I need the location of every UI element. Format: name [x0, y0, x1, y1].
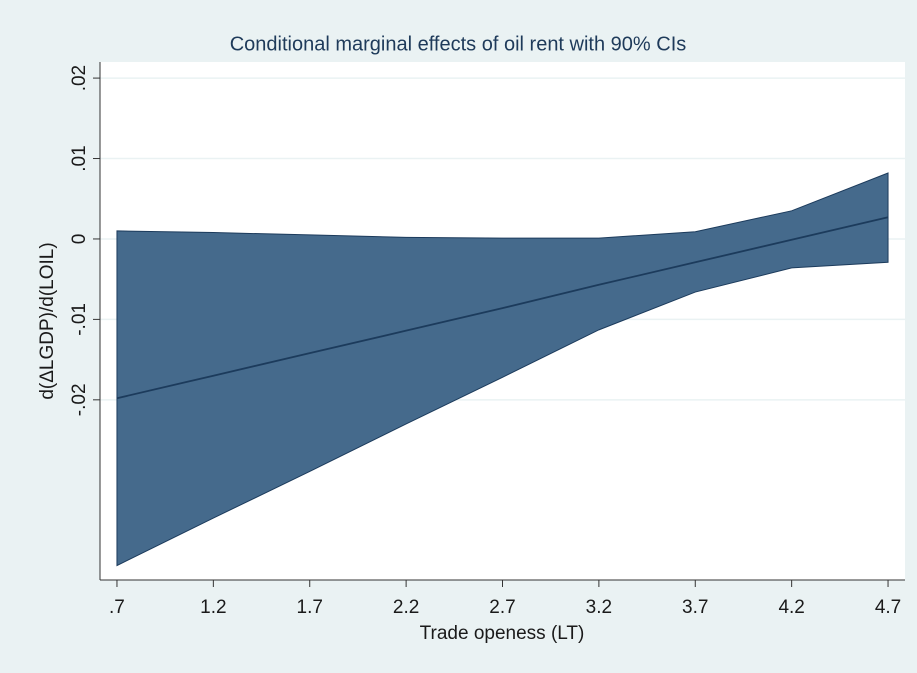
effect-line: [116, 216, 889, 400]
y-axis-label: d(ΔLGDP)/d(LOIL): [37, 242, 58, 399]
x-tick-label: 2.7: [489, 597, 515, 618]
ci-band: [116, 172, 889, 567]
x-tick-label: 4.7: [875, 597, 901, 618]
x-tick-label: 3.2: [586, 597, 612, 618]
x-tick-label: 2.2: [393, 597, 419, 618]
x-tick-label: 1.2: [200, 597, 226, 618]
x-tick-label: .7: [109, 597, 125, 618]
x-tick-label: 1.7: [297, 597, 323, 618]
y-tick-label: .02: [69, 65, 90, 91]
y-tick-label: -.01: [69, 303, 90, 336]
chart-title: Conditional marginal effects of oil rent…: [230, 33, 687, 55]
x-tick-label: 4.2: [778, 597, 804, 618]
y-tick-label: .01: [69, 145, 90, 171]
y-tick-label: 0: [69, 234, 90, 245]
x-axis-label: Trade openess (LT): [420, 623, 585, 644]
y-tick-label: -.02: [69, 383, 90, 416]
x-tick-label: 3.7: [682, 597, 708, 618]
